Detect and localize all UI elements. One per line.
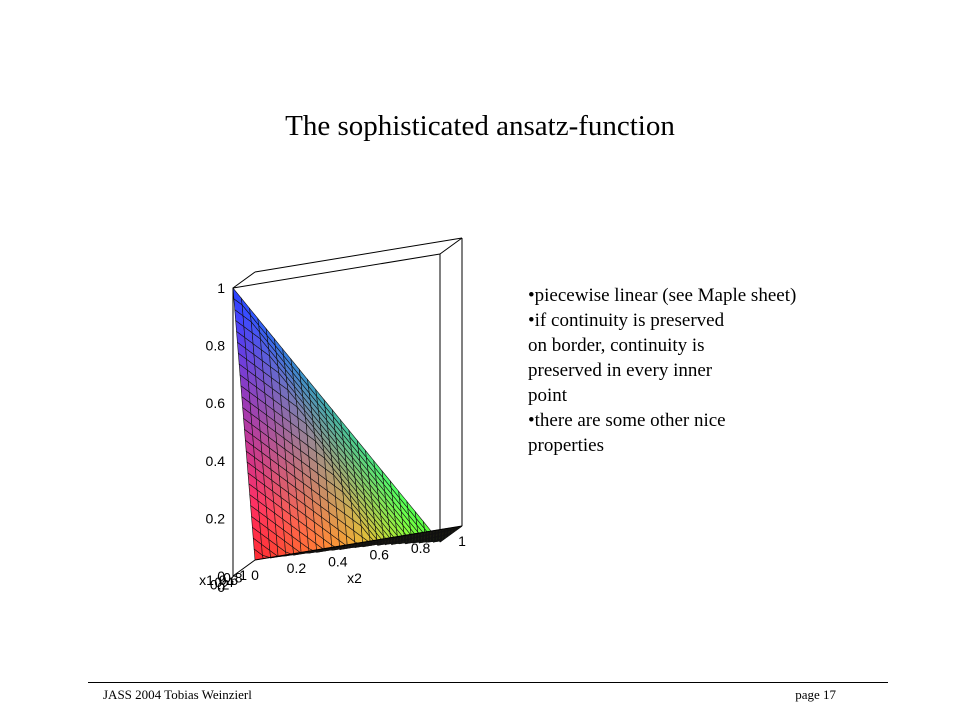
x1-tick-label: 0 xyxy=(217,579,225,595)
x1-axis-label: x1 xyxy=(199,572,214,588)
x2-axis-label: x2 xyxy=(347,570,362,586)
page-number: page 17 xyxy=(795,687,836,702)
x2-tick-label: 0.2 xyxy=(287,560,307,576)
bullet-line: •there are some other nice xyxy=(528,410,726,431)
x1-tick-label: 0.2 xyxy=(210,577,230,593)
x1-tick-label: 0.8 xyxy=(223,569,243,585)
x1-tick-label: 1 xyxy=(239,567,247,583)
z-tick-label: 0.4 xyxy=(206,453,226,469)
box-edge xyxy=(232,271,256,289)
footer-author: JASS 2004 Tobias Weinzierl xyxy=(103,687,252,702)
box-edge xyxy=(439,237,463,255)
bullet-line: •piecewise linear (see Maple sheet) xyxy=(528,285,797,306)
surface-plot: 0 0.2 0.4 0.6 0.8 1 0 0.2 0.4 0.6 0.8 1 0 0.2 0.4 0.6 0.… xyxy=(128,236,468,626)
bullet-line: preserved in every inner xyxy=(528,360,713,381)
x2-tick-label: 0.4 xyxy=(328,553,348,569)
z-tick-label: 1 xyxy=(217,280,225,296)
bullet-line: on border, continuity is xyxy=(528,335,705,356)
surface-mesh xyxy=(232,287,463,561)
x2-tick-label: 0.6 xyxy=(369,547,389,563)
z-tick-label: 0.8 xyxy=(206,338,226,354)
box-edge xyxy=(232,253,441,289)
x2-tick-label: 0 xyxy=(251,567,259,583)
z-tick-label: 0.2 xyxy=(206,510,226,526)
z-tick-label: 0 xyxy=(217,568,225,584)
z-tick-label: 0.6 xyxy=(206,395,226,411)
bullet-line: properties xyxy=(528,435,604,456)
box-edge xyxy=(254,237,463,273)
footer-divider xyxy=(88,682,888,683)
x1-tick-label: 0.6 xyxy=(219,572,239,588)
x2-tick-label: 1 xyxy=(458,533,466,549)
bullet-list: •piecewise linear (see Maple sheet) •if … xyxy=(528,283,908,458)
x1-tick-label: 0.4 xyxy=(214,574,234,590)
bullet-line: point xyxy=(528,385,568,406)
box-edge xyxy=(254,525,463,561)
slide-title: The sophisticated ansatz-function xyxy=(285,110,675,142)
bullet-line: •if continuity is preserved xyxy=(528,310,725,331)
bounding-box-front xyxy=(232,237,463,577)
x2-tick-label: 0.8 xyxy=(411,540,431,556)
box-edge xyxy=(232,559,256,577)
